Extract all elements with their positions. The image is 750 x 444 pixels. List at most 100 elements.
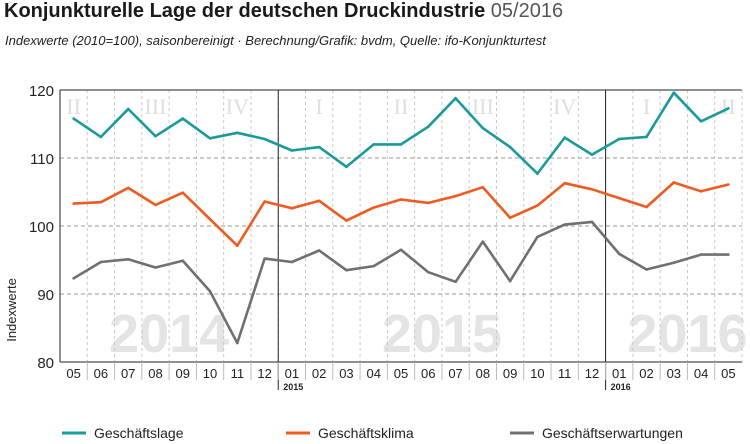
data-point-geschäftserwartungen-7: [263, 257, 266, 260]
x-tick-label-11: 04: [366, 366, 380, 381]
legend-label-geschäftserwartungen: Geschäftserwartungen: [542, 425, 683, 441]
legend-label-geschäftslage: Geschäftslage: [94, 425, 184, 441]
data-point-geschäftserwartungen-21: [645, 268, 648, 271]
x-tick-label-1: 06: [94, 366, 108, 381]
data-point-geschäftsklima-24: [727, 183, 730, 186]
data-point-geschäftserwartungen-14: [454, 280, 457, 284]
data-point-geschäftserwartungen-13: [426, 270, 430, 274]
data-point-geschäftslage-15: [481, 126, 485, 130]
x-tick-label-10: 03: [339, 366, 353, 381]
data-point-geschäftserwartungen-23: [699, 253, 703, 256]
quarter-label-6: IV: [553, 94, 576, 119]
data-point-geschäftslage-14: [454, 96, 457, 100]
x-tick-label-24: 05: [721, 366, 735, 381]
data-point-geschäftslage-24: [727, 107, 730, 110]
x-tick-label-23: 04: [694, 366, 708, 381]
data-point-geschäftsklima-6: [236, 244, 239, 248]
x-tick-label-12: 05: [394, 366, 408, 381]
x-tick-label-3: 08: [148, 366, 162, 381]
data-point-geschäftsklima-4: [181, 191, 185, 194]
data-point-geschäftslage-9: [317, 145, 321, 149]
chart-title-text: Konjunkturelle Lage der deutschen Drucki…: [4, 0, 486, 22]
year-marker-2015: 2015: [283, 382, 303, 392]
data-point-geschäftsklima-17: [536, 204, 539, 207]
data-point-geschäftsklima-18: [563, 181, 566, 185]
quarter-label-1: III: [144, 94, 166, 119]
y-tick-label-90: 90: [37, 287, 54, 304]
data-point-geschäftserwartungen-22: [672, 261, 676, 265]
data-point-geschäftslage-7: [263, 137, 266, 141]
data-point-geschäftserwartungen-6: [236, 341, 239, 345]
data-point-geschäftsklima-3: [154, 203, 157, 207]
x-tick-label-6: 11: [231, 366, 245, 381]
x-tick-label-5: 10: [203, 366, 217, 381]
data-point-geschäftslage-12: [399, 143, 403, 146]
chart-title: Konjunkturelle Lage der deutschen Drucki…: [4, 0, 563, 23]
series-line-geschäftsklima: [73, 181, 729, 247]
x-tick-label-22: 03: [667, 366, 681, 381]
data-point-geschäftsklima-13: [426, 201, 430, 205]
data-point-geschäftsklima-21: [645, 205, 648, 209]
y-tick-label-120: 120: [29, 83, 54, 100]
data-point-geschäftsklima-22: [672, 181, 676, 184]
data-point-geschäftslage-2: [126, 107, 130, 111]
x-tick-label-16: 09: [503, 366, 517, 381]
data-point-geschäftslage-22: [672, 91, 676, 95]
data-point-geschäftsklima-10: [345, 219, 348, 222]
data-point-geschäftsklima-16: [508, 216, 512, 220]
data-point-geschäftsklima-7: [263, 200, 266, 203]
data-point-geschäftserwartungen-5: [208, 289, 212, 293]
x-tick-label-19: 12: [585, 366, 599, 381]
quarter-label-0: II: [66, 94, 81, 119]
data-point-geschäftslage-20: [617, 137, 621, 141]
data-point-geschäftserwartungen-20: [617, 252, 621, 256]
x-tick-label-14: 07: [448, 366, 462, 381]
chart-title-date: 05/2016: [490, 0, 564, 22]
data-point-geschäftserwartungen-3: [154, 266, 157, 269]
data-point-geschäftsklima-8: [290, 207, 294, 210]
data-point-geschäftsklima-9: [317, 199, 321, 203]
data-point-geschäftserwartungen-2: [126, 258, 130, 261]
data-point-geschäftserwartungen-10: [345, 268, 348, 272]
x-tick-label-0: 05: [66, 366, 80, 381]
quarter-label-3: I: [315, 94, 322, 119]
x-tick-label-8: 01: [285, 366, 299, 381]
data-point-geschäftsklima-23: [699, 190, 703, 193]
data-point-geschäftsklima-5: [208, 217, 212, 221]
x-tick-label-2: 07: [121, 366, 135, 381]
data-point-geschäftserwartungen-8: [290, 260, 294, 264]
data-point-geschäftsklima-15: [481, 185, 485, 189]
data-point-geschäftslage-16: [508, 145, 512, 149]
data-point-geschäftslage-3: [154, 134, 157, 138]
data-point-geschäftserwartungen-0: [72, 277, 75, 280]
data-point-geschäftslage-23: [699, 119, 703, 123]
x-tick-label-17: 10: [530, 366, 544, 381]
x-tick-label-4: 09: [176, 366, 190, 381]
x-tick-label-9: 02: [312, 366, 326, 381]
data-point-geschäftsklima-0: [72, 202, 75, 205]
x-tick-label-15: 08: [476, 366, 490, 381]
data-point-geschäftsklima-11: [372, 206, 376, 209]
data-point-geschäftserwartungen-11: [372, 264, 376, 268]
x-tick-label-13: 06: [421, 366, 435, 381]
data-point-geschäftslage-0: [72, 117, 75, 120]
y-axis-label: Indexwerte: [4, 278, 19, 342]
data-point-geschäftslage-17: [536, 172, 539, 175]
data-point-geschäftsklima-20: [617, 196, 621, 200]
year-marker-2016: 2016: [611, 382, 631, 392]
quarter-label-2: IV: [226, 94, 249, 119]
quarter-label-7: I: [643, 94, 650, 119]
data-point-geschäftslage-18: [563, 136, 566, 139]
x-tick-label-20: 01: [612, 366, 626, 381]
x-tick-label-7: 12: [257, 366, 271, 381]
data-point-geschäftserwartungen-19: [590, 220, 594, 224]
data-point-geschäftslage-8: [290, 149, 294, 152]
data-point-geschäftslage-19: [590, 153, 594, 156]
data-point-geschäftserwartungen-17: [536, 235, 539, 239]
data-point-geschäftserwartungen-24: [727, 253, 730, 256]
data-point-geschäftserwartungen-12: [399, 248, 403, 252]
data-point-geschäftserwartungen-1: [99, 260, 103, 264]
data-point-geschäftsklima-1: [99, 200, 103, 204]
y-tick-label-100: 100: [29, 219, 54, 236]
